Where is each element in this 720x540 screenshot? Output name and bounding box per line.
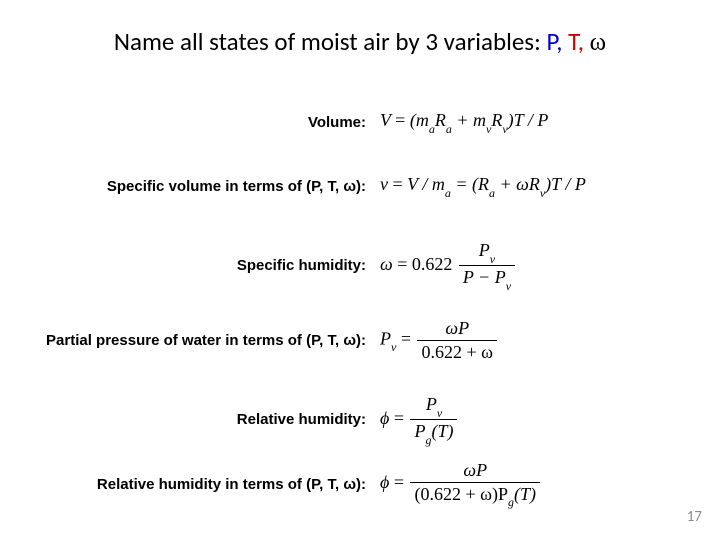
eq3-num: Pv [459, 240, 515, 266]
label-rel-humidity: Relative humidity: [0, 411, 380, 428]
eq-volume: V = (maRa + mvRv)T / P [380, 110, 548, 135]
eq2-sc: v [540, 186, 545, 200]
label-rel-humidity-ptw: Relative humidity in terms of (P, T, ω): [0, 476, 380, 493]
row-rel-humidity-ptw: Relative humidity in terms of (P, T, ω):… [0, 460, 720, 508]
label-spec-volume: Specific volume in terms of (P, T, ω): [0, 178, 380, 195]
slide-number: 17 [687, 508, 702, 526]
eq4-num: ωP [417, 318, 497, 341]
label-volume: Volume: [0, 114, 380, 131]
eq6-lhs: ϕ [380, 472, 389, 492]
row-spec-humidity: Specific humidity: ω = 0.622 Pv P − Pv [0, 240, 720, 292]
eq4-den: 0.622 + ω [417, 341, 497, 363]
row-spec-volume: Specific volume in terms of (P, T, ω): v… [0, 174, 720, 199]
eq5-frac: Pv Pg(T) [410, 394, 457, 446]
label-spec-humidity: Specific humidity: [0, 257, 380, 274]
row-partial-pressure: Partial pressure of water in terms of (P… [0, 318, 720, 362]
eq6-den: (0.622 + ω)Pg(T) [410, 483, 540, 508]
eq1-s4: v [502, 122, 507, 136]
title-prefix: Name all states of moist air by 3 variab… [114, 26, 547, 57]
eq5-den: Pg(T) [410, 420, 457, 445]
eq1-lhs: V [380, 110, 391, 130]
title-P: P [546, 26, 556, 57]
eq3-eqs: = [393, 254, 412, 274]
eq5-num-t: P [426, 394, 437, 414]
eq4-num-t: ωP [445, 318, 469, 338]
eq-rel-humidity-ptw: ϕ = ωP (0.622 + ω)Pg(T) [380, 460, 542, 508]
eq6-frac: ωP (0.622 + ω)Pg(T) [410, 460, 540, 508]
eq6-num-t: ωP [463, 460, 487, 480]
title-T: T [568, 26, 578, 57]
eq1-p2: R [435, 110, 446, 130]
eq2-c: + ωR [495, 174, 540, 194]
eq4-lhs: P [380, 328, 391, 348]
eq4-frac: ωP 0.622 + ω [417, 318, 497, 362]
eq4-den-t: 0.622 + ω [421, 342, 493, 362]
eq3-num-s: v [490, 252, 495, 266]
eq1-p1: (m [410, 110, 429, 130]
eq6-eqs: = [389, 472, 408, 492]
label-partial-pressure: Partial pressure of water in terms of (P… [0, 332, 380, 349]
eq3-den-s: v [506, 279, 511, 293]
title-omega: ω [590, 29, 606, 56]
eq1-p4: R [491, 110, 502, 130]
eq3-num-t: P [479, 240, 490, 260]
eq5-num: Pv [410, 394, 457, 420]
eq5-den-s: g [425, 433, 431, 447]
eq6-den-tail: (T) [514, 484, 536, 504]
slide: Name all states of moist air by 3 variab… [0, 0, 720, 540]
eq3-frac: Pv P − Pv [459, 240, 515, 292]
eq1-equals: = [395, 110, 410, 130]
title-c1: , [556, 26, 568, 57]
row-rel-humidity: Relative humidity: ϕ = Pv Pg(T) [0, 394, 720, 446]
eq2-eqs1: = [388, 174, 407, 194]
eq2-sb: a [489, 186, 495, 200]
eq2-a: V / m [407, 174, 445, 194]
eq2-tail: )T / P [545, 174, 586, 194]
eq1-s2: a [446, 122, 452, 136]
eq-spec-humidity: ω = 0.622 Pv P − Pv [380, 240, 517, 292]
eq4-eqs: = [396, 328, 415, 348]
eq5-lhs: ϕ [380, 408, 389, 428]
eq1-tail: )T / P [508, 110, 549, 130]
page-title: Name all states of moist air by 3 variab… [0, 26, 720, 57]
eq5-den-tail: (T) [431, 421, 453, 441]
eq3-den: P − Pv [459, 266, 515, 291]
eq3-den-a: P − P [463, 267, 506, 287]
eq3-coef: 0.622 [412, 254, 453, 274]
eq6-den-a: (0.622 + ω)P [414, 484, 508, 504]
eq1-s1: a [429, 122, 435, 136]
eq5-den-a: P [414, 421, 425, 441]
row-volume: Volume: V = (maRa + mvRv)T / P [0, 110, 720, 135]
eq-spec-volume: v = V / ma = (Ra + ωRv)T / P [380, 174, 586, 199]
eq4-lhs-s: v [391, 340, 396, 354]
eq-rel-humidity: ϕ = Pv Pg(T) [380, 394, 459, 446]
eq3-lhs: ω [380, 254, 393, 274]
eq1-p3: + m [452, 110, 486, 130]
eq-partial-pressure: Pv = ωP 0.622 + ω [380, 318, 499, 362]
eq2-sa: a [445, 186, 451, 200]
eq2-b: = (R [451, 174, 489, 194]
title-c2: , [578, 26, 590, 57]
eq6-num: ωP [410, 460, 540, 483]
eq2-lhs: v [380, 174, 388, 194]
eq5-num-s: v [437, 406, 442, 420]
eq1-s3: v [486, 122, 491, 136]
eq6-den-s: g [508, 495, 514, 509]
eq5-eqs: = [389, 408, 408, 428]
